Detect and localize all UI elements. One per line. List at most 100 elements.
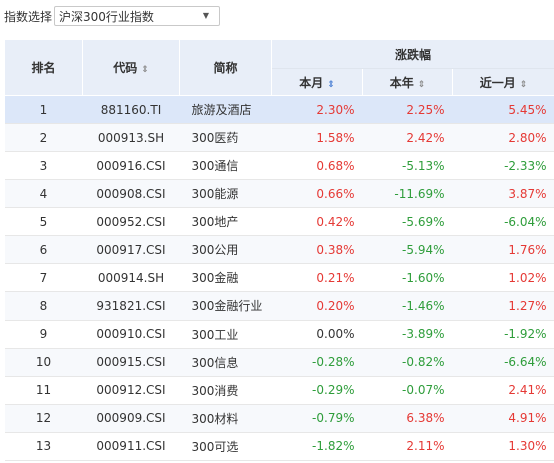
cell-month-change: 0.21% <box>271 263 363 293</box>
cell-month-change: 0.20% <box>271 291 363 321</box>
cell-name: 300消费 <box>179 376 272 405</box>
cell-rank: 10 <box>4 348 83 377</box>
cell-year-change: -0.07% <box>362 376 453 405</box>
cell-month-change: 0.42% <box>271 207 363 237</box>
table-row[interactable]: 13 000911.CSI 300可选 -1.82% 2.11% 1.30% <box>4 432 554 462</box>
cell-year-change: -1.46% <box>362 291 453 321</box>
cell-year-change: -1.60% <box>362 263 453 293</box>
cell-month-change: 0.68% <box>271 151 363 181</box>
sort-icon[interactable]: ⇕ <box>417 79 426 90</box>
cell-rank: 7 <box>4 263 83 293</box>
header-month[interactable]: 本月 ⇕ <box>271 68 363 96</box>
cell-rank: 2 <box>4 123 83 153</box>
index-select-dropdown[interactable]: 沪深300行业指数 ▼ <box>54 6 221 26</box>
index-performance-table: 排名 代码 ⇕ 简称 涨跌幅 本月 ⇕ 本年 ⇕ 近一月 ⇕ 1 881160.TI 旅游及… <box>4 39 554 462</box>
cell-month-change: -1.82% <box>271 432 363 462</box>
cell-rank: 9 <box>4 320 83 349</box>
table-row[interactable]: 3 000916.CSI 300通信 0.68% -5.13% -2.33% <box>4 151 554 181</box>
table-row[interactable]: 10 000915.CSI 300信息 -0.28% -0.82% -6.64% <box>4 348 554 377</box>
cell-rank: 1 <box>4 95 83 125</box>
cell-rank: 5 <box>4 207 83 237</box>
cell-code: 000914.SH <box>82 263 180 293</box>
cell-month-change: 0.00% <box>271 320 363 349</box>
cell-month-change: -0.28% <box>271 348 363 377</box>
cell-rank: 3 <box>4 151 83 181</box>
sort-icon[interactable]: ⇕ <box>519 79 528 90</box>
cell-year-change: 2.42% <box>362 123 453 153</box>
cell-rank: 13 <box>4 432 83 462</box>
chevron-down-icon: ▼ <box>202 11 210 20</box>
cell-name: 300医药 <box>179 123 272 153</box>
header-rank: 排名 <box>4 39 83 96</box>
cell-recent-month-change: 1.02% <box>452 263 554 293</box>
header-recent-month[interactable]: 近一月 ⇕ <box>451 68 554 96</box>
cell-name: 300工业 <box>179 320 272 349</box>
cell-recent-month-change: 1.27% <box>452 291 554 321</box>
header-code-label: 代码 <box>113 61 138 75</box>
cell-rank: 8 <box>4 291 83 321</box>
header-year[interactable]: 本年 ⇕ <box>362 68 453 96</box>
cell-year-change: 2.11% <box>362 432 453 462</box>
table-row[interactable]: 1 881160.TI 旅游及酒店 2.30% 2.25% 5.45% <box>4 95 554 125</box>
cell-recent-month-change: 5.45% <box>452 95 554 125</box>
cell-rank: 11 <box>4 376 83 405</box>
cell-month-change: 0.66% <box>271 179 363 209</box>
cell-month-change: 2.30% <box>271 95 363 125</box>
cell-year-change: -11.69% <box>362 179 453 209</box>
cell-month-change: -0.29% <box>271 376 363 405</box>
cell-rank: 4 <box>4 179 83 209</box>
cell-name: 300材料 <box>179 404 272 433</box>
cell-name: 旅游及酒店 <box>179 95 272 125</box>
header-recent-month-label: 近一月 <box>479 75 516 90</box>
table-row[interactable]: 8 931821.CSI 300金融行业 0.20% -1.46% 1.27% <box>4 291 554 321</box>
cell-month-change: -0.79% <box>271 404 363 433</box>
table-row[interactable]: 6 000917.CSI 300公用 0.38% -5.94% 1.76% <box>4 235 554 265</box>
cell-name: 300通信 <box>179 151 272 181</box>
table-row[interactable]: 4 000908.CSI 300能源 0.66% -11.69% 3.87% <box>4 179 554 209</box>
header-month-label: 本月 <box>299 75 324 90</box>
cell-recent-month-change: 3.87% <box>452 179 554 209</box>
cell-recent-month-change: -6.64% <box>452 348 554 377</box>
cell-code: 000916.CSI <box>82 151 180 181</box>
cell-recent-month-change: -2.33% <box>452 151 554 181</box>
table-row[interactable]: 9 000910.CSI 300工业 0.00% -3.89% -1.92% <box>4 320 554 349</box>
cell-name: 300地产 <box>179 207 272 237</box>
cell-code: 881160.TI <box>82 95 180 125</box>
cell-month-change: 1.58% <box>271 123 363 153</box>
index-select-value: 沪深300行业指数 <box>59 9 154 24</box>
header-code[interactable]: 代码 ⇕ <box>82 39 180 96</box>
cell-name: 300可选 <box>179 432 272 462</box>
table-row[interactable]: 7 000914.SH 300金融 0.21% -1.60% 1.02% <box>4 263 554 293</box>
cell-code: 000908.CSI <box>82 179 180 209</box>
cell-name: 300金融行业 <box>179 291 272 321</box>
cell-recent-month-change: 2.41% <box>452 376 554 405</box>
cell-rank: 6 <box>4 235 83 265</box>
cell-code: 000915.CSI <box>82 348 180 377</box>
cell-name: 300能源 <box>179 179 272 209</box>
cell-year-change: -5.69% <box>362 207 453 237</box>
cell-code: 000912.CSI <box>82 376 180 405</box>
cell-code: 000913.SH <box>82 123 180 153</box>
table-row[interactable]: 5 000952.CSI 300地产 0.42% -5.69% -6.04% <box>4 207 554 237</box>
sort-icon[interactable]: ⇕ <box>327 79 335 90</box>
cell-code: 000911.CSI <box>82 432 180 462</box>
cell-code: 000952.CSI <box>82 207 180 237</box>
header-year-label: 本年 <box>389 75 414 90</box>
cell-code: 931821.CSI <box>82 291 180 321</box>
cell-code: 000910.CSI <box>82 320 180 349</box>
cell-code: 000909.CSI <box>82 404 180 433</box>
cell-recent-month-change: -1.92% <box>452 320 554 349</box>
cell-month-change: 0.38% <box>271 235 363 265</box>
table-row[interactable]: 2 000913.SH 300医药 1.58% 2.42% 2.80% <box>4 123 554 153</box>
table-body: 1 881160.TI 旅游及酒店 2.30% 2.25% 5.45% 2 000913.SH… <box>4 95 554 462</box>
cell-year-change: -3.89% <box>362 320 453 349</box>
table-row[interactable]: 12 000909.CSI 300材料 -0.79% 6.38% 4.91% <box>4 404 554 433</box>
cell-code: 000917.CSI <box>82 235 180 265</box>
cell-recent-month-change: -6.04% <box>452 207 554 237</box>
cell-recent-month-change: 1.76% <box>452 235 554 265</box>
sort-icon[interactable]: ⇕ <box>141 65 149 75</box>
table-row[interactable]: 11 000912.CSI 300消费 -0.29% -0.07% 2.41% <box>4 376 554 405</box>
cell-recent-month-change: 2.80% <box>452 123 554 153</box>
cell-recent-month-change: 4.91% <box>452 404 554 433</box>
header-name: 简称 <box>179 39 272 96</box>
